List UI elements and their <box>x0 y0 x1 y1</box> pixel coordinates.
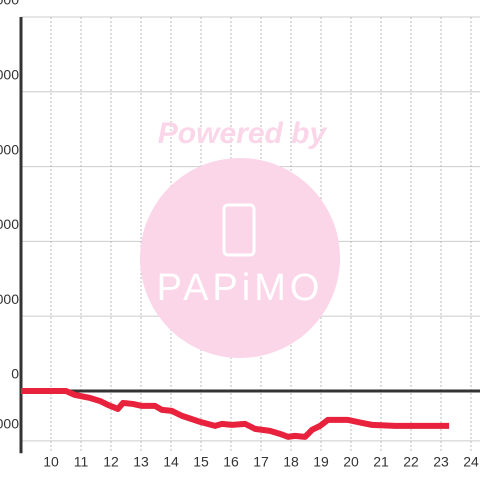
x-tick-label: 21 <box>373 454 389 470</box>
x-tick-label: 19 <box>313 454 329 470</box>
watermark-phone <box>222 203 256 257</box>
watermark-logo: PAPiMO <box>157 267 324 309</box>
x-tick-label: 24 <box>463 454 479 470</box>
x-tick-label: 13 <box>133 454 149 470</box>
y-tick-label: 0 <box>11 366 19 382</box>
y-tick-label: -20,000 <box>0 416 19 432</box>
x-tick-label: 16 <box>223 454 239 470</box>
x-tick-label: 10 <box>43 454 59 470</box>
y-tick-label: 90,000 <box>0 141 19 157</box>
x-tick-label: 14 <box>163 454 179 470</box>
watermark: Powered by PAPiMO <box>140 117 340 358</box>
y-tick-label: 120,000 <box>0 66 19 82</box>
x-tick-label: 18 <box>283 454 299 470</box>
x-tick-label: 15 <box>193 454 209 470</box>
y-tick-label: 60,000 <box>0 216 19 232</box>
x-tick-label: 22 <box>403 454 419 470</box>
watermark-text: Powered by <box>158 117 328 150</box>
watermark-circle <box>140 158 340 358</box>
x-tick-label: 11 <box>74 454 89 470</box>
y-tick-label: 150,000 <box>0 0 19 8</box>
y-tick-label: 30,000 <box>0 291 19 307</box>
x-tick-label: 23 <box>433 454 449 470</box>
x-tick-label: 17 <box>253 454 269 470</box>
x-tick-label: 20 <box>343 454 359 470</box>
x-tick-label: 12 <box>103 454 119 470</box>
line <box>21 387 450 440</box>
